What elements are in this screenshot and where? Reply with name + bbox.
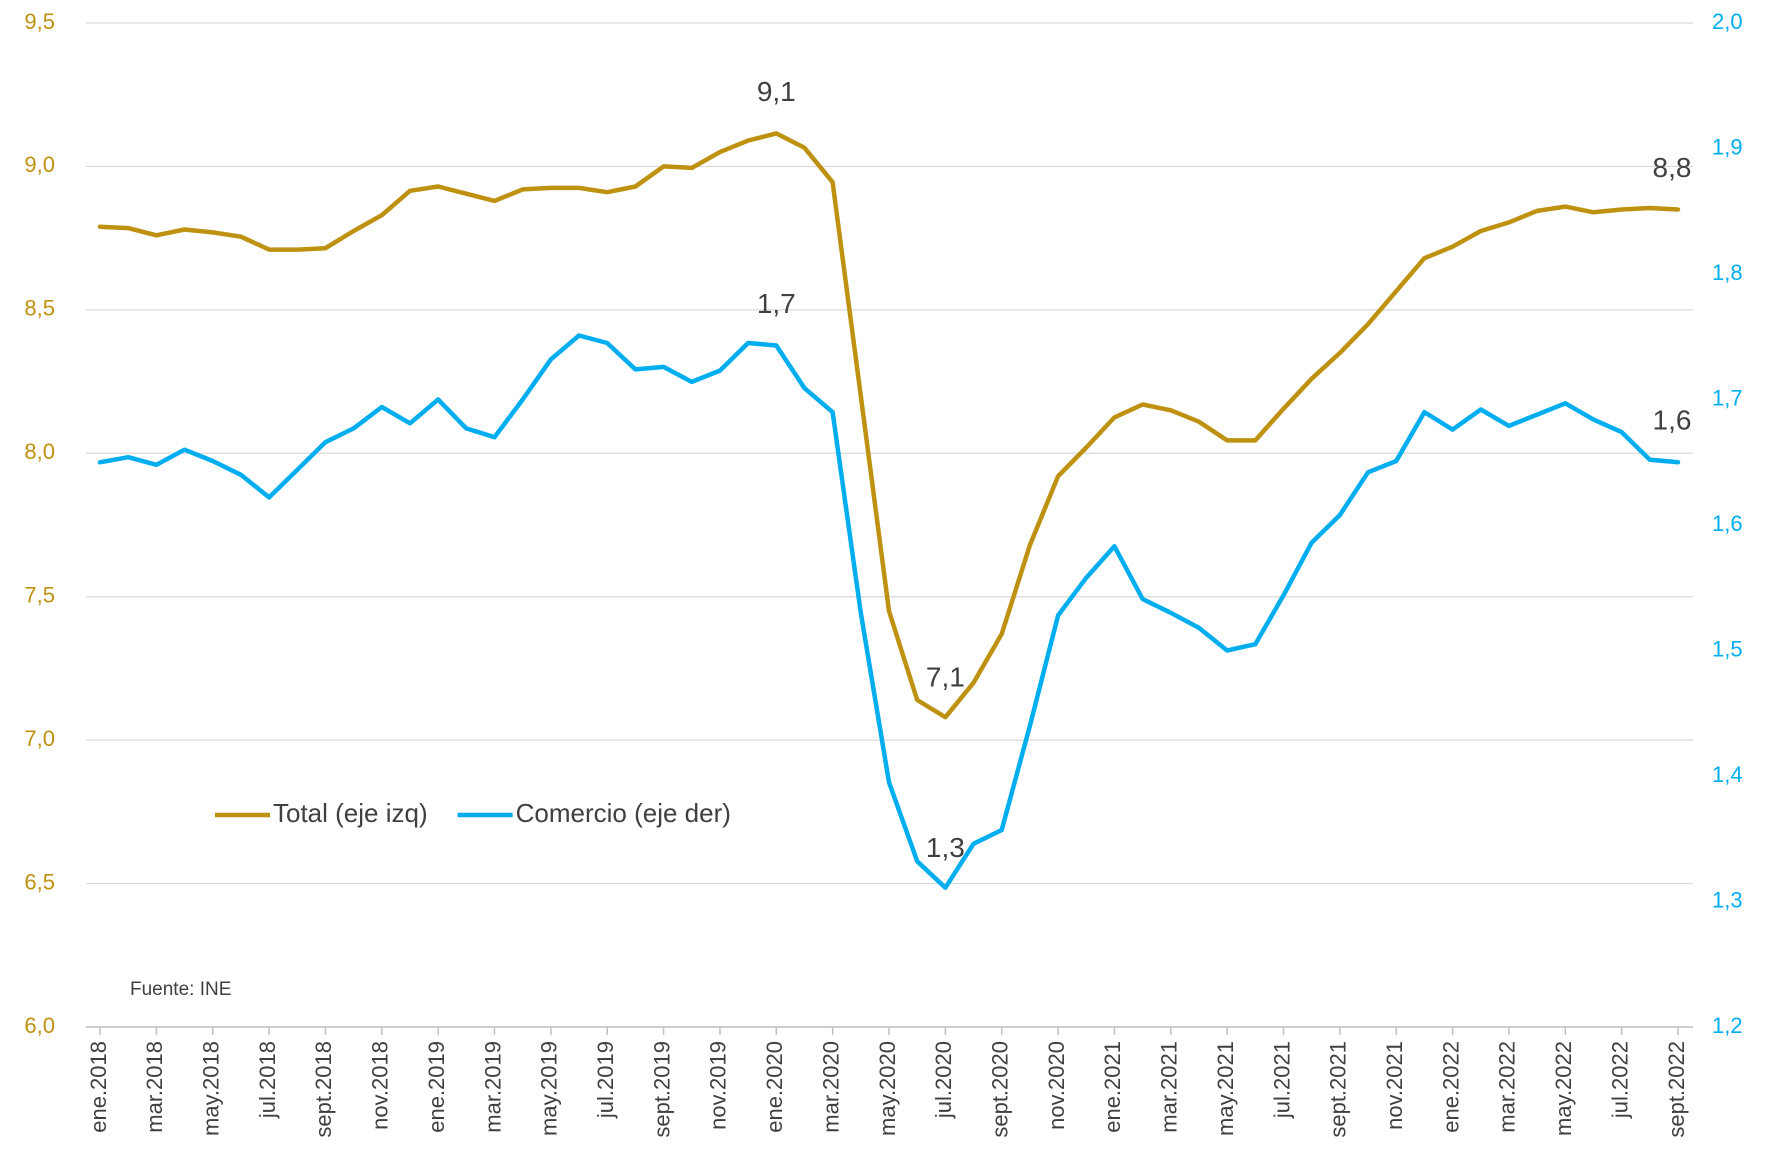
x-tick-label: sept.2018 (311, 1041, 336, 1138)
data-label: 9,1 (757, 76, 796, 107)
data-label: 8,8 (1653, 152, 1692, 183)
source-note: Fuente: INE (130, 979, 231, 1000)
x-tick-label: mar.2020 (818, 1041, 843, 1133)
y-tick-label: 7,0 (24, 726, 55, 751)
legend-label: Total (eje izq) (273, 798, 428, 828)
x-tick-label: nov.2018 (368, 1041, 393, 1130)
x-tick-label: may.2019 (537, 1041, 562, 1136)
y-tick-label: 6,0 (24, 1013, 55, 1038)
x-tick-label: may.2018 (199, 1041, 224, 1136)
x-tick-label: jul.2019 (593, 1041, 618, 1119)
y-tick-label: 8,0 (24, 439, 55, 464)
x-tick-label: ene.2022 (1438, 1041, 1463, 1133)
y-tick-label: 8,5 (24, 296, 55, 321)
x-tick-label: nov.2021 (1382, 1041, 1407, 1130)
data-label: 1,3 (926, 832, 965, 863)
y2-tick-label: 1,5 (1712, 636, 1743, 661)
x-tick-label: ene.2021 (1100, 1041, 1125, 1133)
x-tick-label: sept.2020 (988, 1041, 1013, 1138)
data-label: 7,1 (926, 662, 965, 693)
x-tick-label: mar.2019 (480, 1041, 505, 1133)
y2-tick-label: 1,3 (1712, 887, 1743, 912)
x-tick-label: jul.2018 (255, 1041, 280, 1119)
y2-tick-label: 1,6 (1712, 511, 1743, 536)
x-tick-label: nov.2019 (706, 1041, 731, 1130)
x-tick-label: jul.2022 (1607, 1041, 1632, 1119)
x-tick-label: may.2020 (875, 1041, 900, 1136)
y-tick-label: 6,5 (24, 869, 55, 894)
x-tick-label: ene.2019 (424, 1041, 449, 1133)
data-label: 1,7 (757, 288, 796, 319)
y2-tick-label: 1,8 (1712, 260, 1743, 285)
y2-tick-label: 1,9 (1712, 134, 1743, 159)
series-line (97, 333, 1681, 890)
legend-label: Comercio (eje der) (516, 798, 731, 828)
y2-tick-label: 1,4 (1712, 762, 1743, 787)
x-tick-label: jul.2021 (1269, 1041, 1294, 1119)
x-tick-label: jul.2020 (931, 1041, 956, 1119)
y2-tick-label: 1,7 (1712, 385, 1743, 410)
y2-tick-label: 1,2 (1712, 1013, 1743, 1038)
y-tick-label: 9,5 (24, 9, 55, 34)
x-tick-label: nov.2020 (1044, 1041, 1069, 1130)
x-tick-label: ene.2018 (86, 1041, 111, 1133)
x-tick-label: sept.2022 (1664, 1041, 1689, 1138)
x-tick-label: may.2021 (1213, 1041, 1238, 1136)
series-line (97, 131, 1681, 720)
x-tick-label: ene.2020 (762, 1041, 787, 1133)
data-label: 1,6 (1653, 405, 1692, 436)
x-tick-label: sept.2019 (649, 1041, 674, 1138)
x-tick-label: sept.2021 (1326, 1041, 1351, 1138)
y-tick-label: 7,5 (24, 583, 55, 608)
y2-tick-label: 2,0 (1712, 9, 1743, 34)
x-tick-label: may.2022 (1551, 1041, 1576, 1136)
x-tick-label: mar.2018 (142, 1041, 167, 1133)
x-tick-label: mar.2022 (1495, 1041, 1520, 1133)
x-tick-label: mar.2021 (1157, 1041, 1182, 1133)
y-tick-label: 9,0 (24, 152, 55, 177)
